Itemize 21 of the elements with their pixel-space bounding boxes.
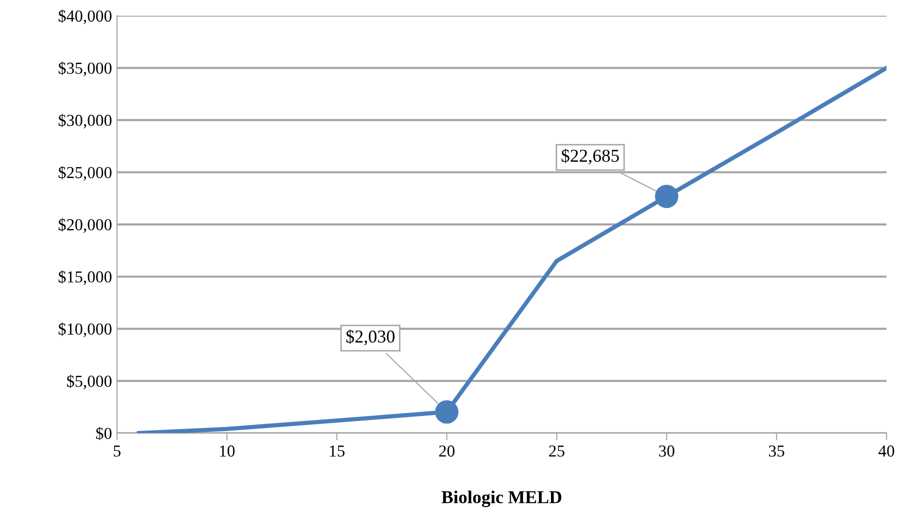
x-axis-title: Biologic MELD	[442, 490, 562, 508]
y-tick-label: $10,000	[58, 322, 112, 338]
line-series	[136, 66, 886, 434]
y-tick-label: $5,000	[67, 374, 112, 390]
y-tick-label: $30,000	[58, 114, 112, 128]
x-tick-label: 5	[114, 446, 121, 457]
y-tick-label: $15,000	[58, 270, 112, 285]
x-tick-label: 15	[330, 445, 345, 457]
x-tick-label: 30	[659, 445, 674, 457]
data-label: $2,030	[346, 329, 395, 346]
y-tick-label: $20,000	[58, 218, 112, 233]
x-tick-label: 20	[439, 445, 454, 457]
data-label: $22,685	[562, 148, 619, 164]
x-tick-label: 35	[769, 445, 784, 457]
y-tick-label: $35,000	[58, 62, 112, 76]
x-tick-label: 10	[220, 445, 235, 457]
y-tick-label: $0	[96, 426, 112, 440]
x-tick-label: 40	[878, 445, 894, 457]
y-tick-label: $25,000	[58, 166, 112, 181]
y-tick-label: $40,000	[58, 9, 112, 24]
x-tick-label: 25	[549, 445, 564, 457]
